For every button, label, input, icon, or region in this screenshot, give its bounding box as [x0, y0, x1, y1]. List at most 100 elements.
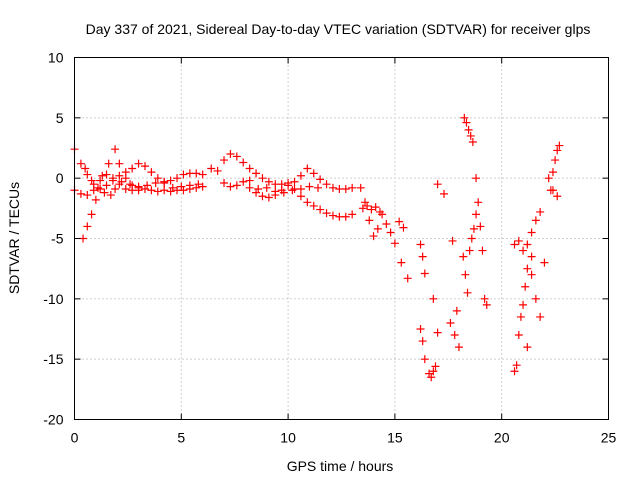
data-point [482, 300, 491, 309]
data-point [322, 209, 331, 218]
data-point [433, 328, 442, 337]
data-point [416, 240, 425, 249]
data-point [519, 300, 528, 309]
data-point [395, 217, 404, 226]
data-point [536, 312, 545, 321]
data-point [519, 246, 528, 255]
data-point [446, 318, 455, 327]
data-point [83, 170, 92, 179]
data-point [115, 171, 124, 180]
data-point [454, 343, 463, 352]
x-axis-label: GPS time / hours [287, 458, 394, 474]
data-point [540, 258, 549, 267]
data-point [316, 175, 325, 184]
data-point [420, 269, 429, 278]
data-point [232, 152, 241, 161]
data-point [322, 180, 331, 189]
data-point [153, 187, 162, 196]
data-point [192, 169, 201, 178]
data-point [264, 177, 273, 186]
data-point [76, 159, 85, 168]
data-point [245, 164, 254, 173]
data-point [474, 198, 483, 207]
data-point [252, 188, 261, 197]
data-point [416, 325, 425, 333]
data-point [177, 182, 186, 191]
data-point [128, 164, 137, 173]
data-point [83, 222, 92, 231]
data-point [284, 181, 293, 190]
data-point [480, 294, 489, 303]
data-point [448, 236, 457, 245]
data-point [465, 246, 474, 255]
y-tick-label: 10 [48, 50, 64, 66]
data-point [431, 362, 440, 371]
data-point [546, 186, 555, 195]
data-point [87, 210, 96, 219]
data-point [226, 150, 235, 159]
y-tick-label: -20 [43, 412, 63, 428]
data-point [516, 312, 525, 321]
data-point [194, 180, 203, 189]
data-point [476, 222, 485, 231]
x-tick-label: 25 [601, 430, 617, 446]
data-point [279, 188, 288, 197]
data-point [510, 240, 519, 249]
data-point [89, 186, 98, 195]
data-point [134, 182, 143, 191]
data-point [316, 205, 325, 214]
data-point [96, 176, 105, 185]
data-point [303, 198, 312, 207]
data-point [373, 224, 382, 233]
data-point [134, 159, 143, 168]
data-point [464, 125, 473, 134]
data-point [121, 185, 130, 194]
data-point [232, 181, 241, 190]
data-point [76, 189, 85, 198]
data-point [160, 186, 169, 195]
data-point [121, 174, 130, 183]
data-point [173, 174, 182, 183]
data-point [553, 146, 562, 155]
data-point [382, 220, 391, 229]
data-point [160, 178, 169, 187]
data-point [397, 258, 406, 267]
data-point [386, 228, 395, 237]
x-tick-label: 20 [494, 430, 510, 446]
data-point [452, 306, 461, 315]
data-point [309, 169, 318, 178]
data-point [290, 177, 299, 186]
data-point [375, 207, 384, 216]
data-point [523, 343, 532, 352]
data-point [262, 183, 271, 192]
data-point [314, 183, 323, 192]
data-point [93, 183, 102, 192]
data-point [462, 118, 471, 127]
data-point [226, 182, 235, 191]
data-point [126, 180, 135, 189]
data-point [252, 169, 261, 178]
data-point [367, 205, 376, 214]
data-point [399, 223, 408, 232]
data-point [245, 183, 254, 192]
data-point [365, 216, 374, 225]
data-point [466, 131, 475, 140]
data-point [429, 367, 438, 376]
axis-ticks: 0 5 10 15 20 25 -20 -15 -10 -5 0 5 10 [43, 50, 616, 446]
data-point [143, 181, 152, 190]
data-point [527, 270, 536, 279]
y-tick-label: 0 [56, 170, 64, 186]
data-point [102, 181, 111, 190]
data-point [341, 212, 350, 221]
data-point [472, 210, 481, 219]
data-point [271, 187, 280, 196]
data-point [450, 331, 459, 340]
y-axis-label: SDTVAR / TECUs [6, 182, 22, 294]
data-point [341, 185, 350, 194]
data-point [207, 164, 216, 173]
data-point [463, 288, 472, 297]
data-point [185, 181, 194, 190]
data-point [510, 367, 519, 376]
data-point [309, 201, 318, 210]
y-tick-label: -5 [51, 231, 64, 247]
